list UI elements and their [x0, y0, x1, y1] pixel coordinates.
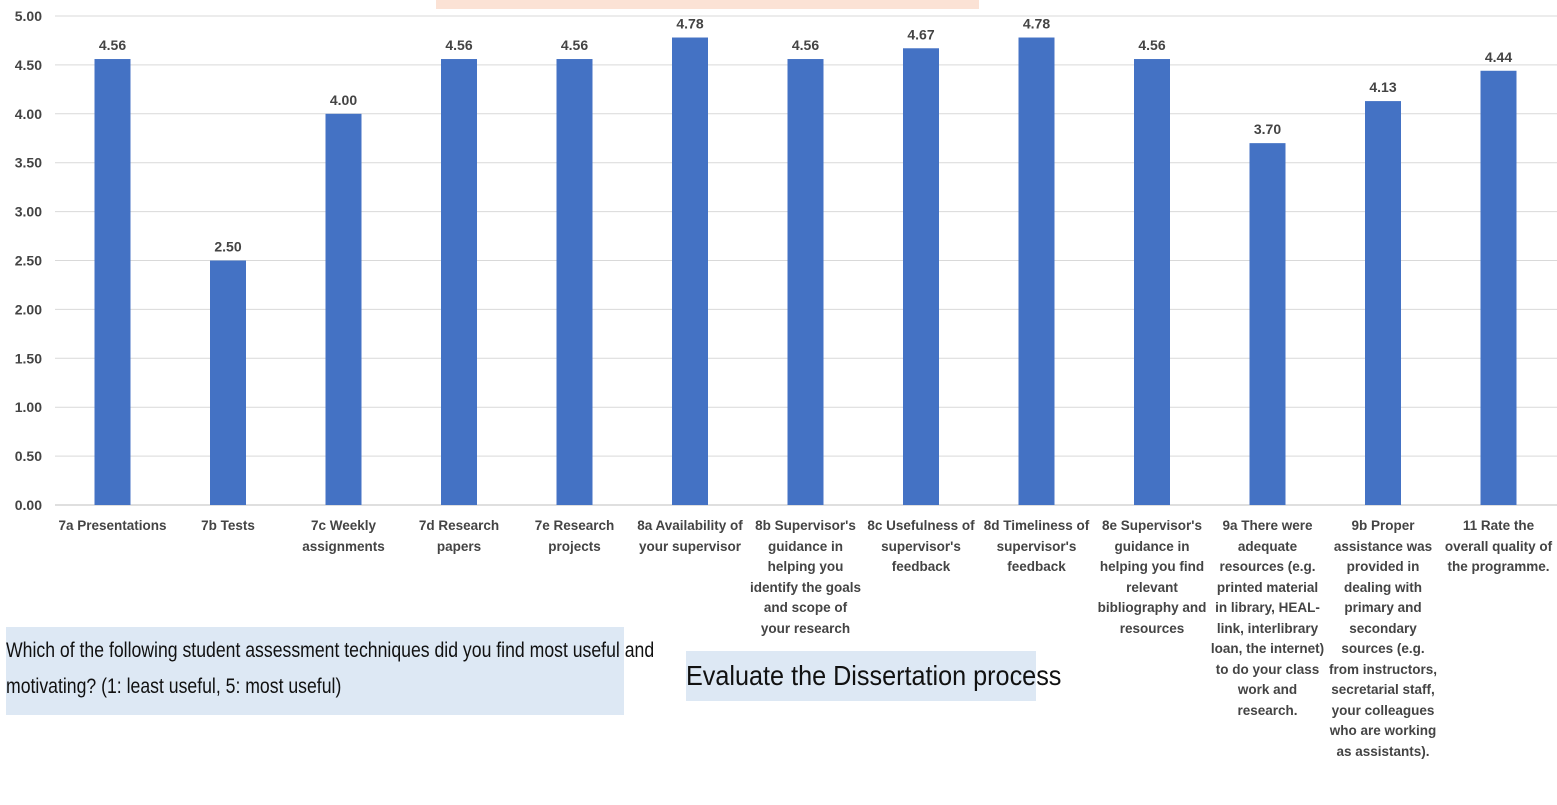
y-tick-label: 5.00	[15, 8, 42, 24]
bar	[1365, 101, 1401, 505]
assessment-note-line2: motivating? (1: least useful, 5: most us…	[6, 675, 342, 698]
category-label: 7b Tests	[201, 518, 255, 533]
y-tick-label: 3.00	[15, 204, 42, 220]
y-tick-label: 3.50	[15, 155, 42, 171]
y-tick-label: 1.00	[15, 399, 42, 415]
data-label: 4.56	[792, 37, 819, 53]
data-label: 4.00	[330, 92, 357, 108]
data-label: 2.50	[214, 239, 241, 255]
y-tick-label: 2.00	[15, 301, 42, 317]
data-label: 3.70	[1254, 121, 1281, 137]
category-label: 7a Presentations	[58, 518, 167, 533]
bar	[94, 59, 131, 505]
y-tick-label: 4.00	[15, 106, 42, 122]
category-label: 8e Supervisor's guidance in helping you …	[1097, 518, 1207, 636]
data-label: 4.56	[1138, 37, 1165, 53]
assessment-note-text: Which of the following student assessmen…	[6, 633, 654, 705]
bar	[556, 59, 593, 505]
bar	[787, 59, 824, 505]
y-tick-label: 0.00	[15, 497, 42, 513]
data-label: 4.78	[1023, 16, 1050, 32]
dissertation-note-text: Evaluate the Dissertation process	[686, 660, 1062, 691]
data-label: 4.78	[676, 16, 703, 32]
y-tick-label: 0.50	[15, 448, 42, 464]
data-labels: 4.56 2.50 4.00 4.56 4.56 4.78 4.56 4.67 4.78 4.56…	[99, 16, 1512, 255]
data-label: 4.56	[99, 37, 126, 53]
category-label: 7e Research projects	[534, 518, 615, 554]
bar	[903, 48, 939, 506]
category-label: 7c Weekly assignments	[302, 518, 385, 554]
category-label: 8b Supervisor's guidance in helping you …	[749, 518, 861, 636]
data-label: 4.56	[561, 37, 588, 53]
y-tick-label: 2.50	[15, 253, 42, 269]
bars	[94, 37, 1517, 506]
bar	[441, 59, 477, 505]
bar	[1249, 143, 1286, 505]
y-tick-label: 4.50	[15, 57, 42, 73]
bar	[210, 260, 246, 505]
assessment-note-line1: Which of the following student assessmen…	[6, 639, 655, 662]
category-label: 8a Availability of your supervisor	[637, 518, 743, 554]
assessment-note: Which of the following student assessmen…	[6, 627, 654, 715]
category-label: 9a There were adequate resources (e.g. p…	[1210, 518, 1325, 718]
y-axis-ticks: 0.00 0.50 1.00 1.50 2.00 2.50 3.00 3.50 4.00 4.50…	[15, 8, 42, 513]
bar	[1134, 59, 1170, 505]
category-label: 7d Research papers	[418, 518, 500, 554]
dissertation-note: Evaluate the Dissertation process	[686, 651, 1062, 701]
data-label: 4.56	[445, 37, 472, 53]
bar	[325, 113, 362, 506]
category-label: 11 Rate the overall quality of the progr…	[1444, 518, 1553, 574]
category-label: 8d Timeliness of supervisor's feedback	[983, 518, 1090, 574]
data-label: 4.67	[907, 26, 934, 42]
bar	[1018, 37, 1055, 506]
category-label: 8c Usefulness of supervisor's feedback	[867, 518, 975, 574]
chart-title-box	[436, 0, 979, 9]
y-tick-label: 1.50	[15, 350, 42, 366]
data-label: 4.44	[1485, 49, 1512, 65]
bar	[1480, 70, 1517, 505]
bar	[672, 37, 708, 506]
category-label: 9b Proper assistance was provided in dea…	[1328, 518, 1437, 759]
data-label: 4.13	[1369, 79, 1396, 95]
